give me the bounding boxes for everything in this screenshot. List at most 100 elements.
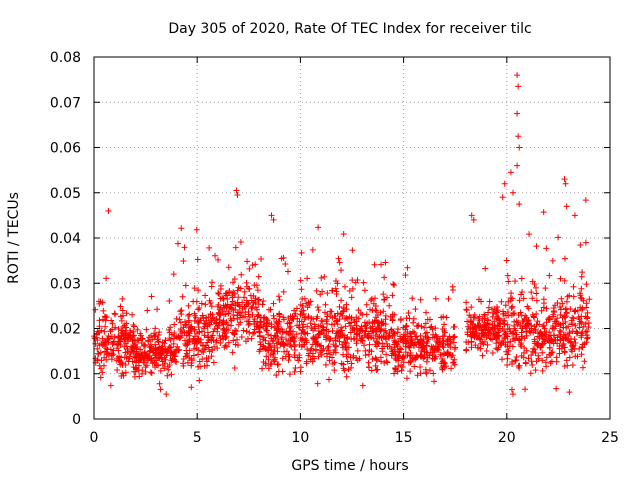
data-point <box>221 344 228 351</box>
data-point <box>372 332 379 339</box>
data-point <box>391 311 398 318</box>
data-point <box>200 315 207 322</box>
data-point <box>550 311 557 318</box>
data-point <box>571 212 578 219</box>
data-point <box>233 187 240 194</box>
data-point <box>243 297 250 304</box>
data-point <box>515 336 522 343</box>
data-point <box>157 350 164 357</box>
data-point <box>441 360 448 367</box>
data-point <box>239 299 246 306</box>
data-point <box>194 256 201 263</box>
data-point <box>256 324 263 331</box>
data-point <box>338 297 345 304</box>
data-point <box>399 354 406 361</box>
data-point <box>284 340 291 347</box>
data-point <box>552 323 559 330</box>
data-point <box>148 293 155 300</box>
data-point <box>509 303 516 310</box>
data-point <box>194 339 201 346</box>
data-point <box>530 345 537 352</box>
data-point <box>549 349 556 356</box>
data-point <box>515 319 522 326</box>
data-point <box>338 332 345 339</box>
data-point <box>282 260 289 267</box>
data-point <box>541 328 548 335</box>
data-point <box>256 348 263 355</box>
data-point <box>486 298 493 305</box>
data-point <box>518 275 525 282</box>
data-point <box>186 311 193 318</box>
data-point <box>108 317 115 324</box>
data-point <box>476 335 483 342</box>
data-point <box>342 339 349 346</box>
data-point <box>111 338 118 345</box>
data-point <box>225 308 232 315</box>
data-point <box>335 255 342 262</box>
data-point <box>229 279 236 286</box>
data-point <box>377 354 384 361</box>
data-point <box>554 315 561 322</box>
data-point <box>280 342 287 349</box>
data-point <box>414 336 421 343</box>
data-point <box>451 346 458 353</box>
data-point <box>254 313 261 320</box>
data-point <box>391 332 398 339</box>
data-point <box>216 317 223 324</box>
data-point <box>127 350 134 357</box>
data-point <box>370 335 377 342</box>
data-point <box>223 292 230 299</box>
data-point <box>370 300 377 307</box>
data-point <box>166 326 173 333</box>
data-point <box>234 336 241 343</box>
data-point <box>366 319 373 326</box>
data-point <box>509 358 516 365</box>
data-point <box>378 261 385 268</box>
data-point <box>543 305 550 312</box>
data-point <box>431 378 438 385</box>
y-tick-labels: 0 0.01 0.02 0.03 0.04 0.05 0.06 0.07 0.08 <box>50 50 81 428</box>
data-point <box>260 297 267 304</box>
data-point <box>557 321 564 328</box>
data-point <box>397 335 404 342</box>
data-point <box>487 335 494 342</box>
data-point <box>289 334 296 341</box>
data-point <box>162 346 169 353</box>
data-point <box>231 365 238 372</box>
data-point <box>177 326 184 333</box>
data-point <box>263 353 270 360</box>
data-point <box>255 273 262 280</box>
data-point <box>275 293 282 300</box>
data-point <box>168 371 175 378</box>
data-point <box>525 305 532 312</box>
data-point <box>451 333 458 340</box>
data-point <box>364 333 371 340</box>
data-point <box>511 322 518 329</box>
data-point <box>519 288 526 295</box>
data-point <box>502 302 509 309</box>
data-point <box>223 319 230 326</box>
data-point <box>406 315 413 322</box>
data-point <box>256 333 263 340</box>
data-point <box>539 357 546 364</box>
data-point <box>274 361 281 368</box>
data-point <box>344 336 351 343</box>
data-point <box>566 354 573 361</box>
data-point <box>434 346 441 353</box>
data-point <box>114 342 121 349</box>
data-point <box>564 293 571 300</box>
data-point <box>424 338 431 345</box>
data-point <box>493 309 500 316</box>
data-point <box>563 357 570 364</box>
data-point <box>215 301 222 308</box>
data-point <box>294 322 301 329</box>
data-point <box>254 319 261 326</box>
data-point <box>542 359 549 366</box>
data-point <box>476 317 483 324</box>
data-point <box>118 327 125 334</box>
data-point <box>258 256 265 263</box>
data-point <box>406 344 413 351</box>
data-point <box>354 330 361 337</box>
data-point <box>228 322 235 329</box>
data-point <box>411 363 418 370</box>
